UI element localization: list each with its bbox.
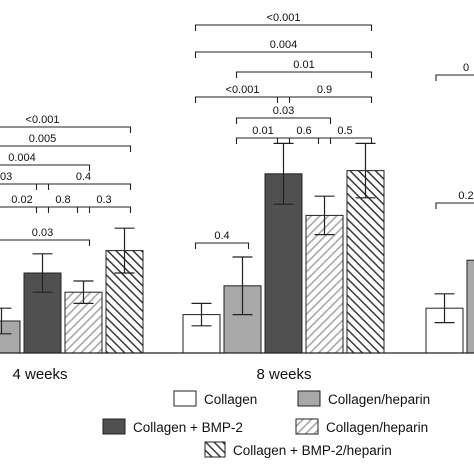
legend-swatch-1 [173,390,197,407]
significance-bracket-3 [0,164,91,171]
p-value-label-13: <0.001 [226,84,260,96]
error-bar-4-group-2 [314,195,335,236]
error-bar-2-group-2 [232,256,253,316]
significance-bracket-8 [76,206,132,213]
significance-bracket-10 [194,24,373,31]
significance-bracket-1 [0,126,132,133]
legend-swatch-3 [102,418,126,435]
group-label-1: 4 weeks [12,366,67,383]
significance-bracket-14 [276,96,373,103]
legend-swatch-4 [295,418,319,435]
p-value-label-9: 0.03 [32,227,53,239]
significance-bracket-15 [235,117,332,124]
bar-4-group-2 [305,214,344,354]
significance-bracket-17 [276,137,332,144]
legend-swatch-5 [204,441,226,458]
p-value-label-15: 0.03 [273,105,294,117]
p-value-label-19: 0.4 [214,230,229,242]
significance-bracket-20 [435,202,474,209]
p-value-label-17: 0.6 [296,125,311,137]
significance-bracket-19 [194,242,250,249]
group-label-2: 8 weeks [256,366,311,383]
error-bar-2-group-1 [0,307,12,335]
significance-bracket-6 [0,206,50,213]
bar-2-group-1 [0,320,21,354]
significance-bracket-9 [0,239,91,246]
significance-bracket-18 [317,137,373,144]
significance-bracket-4 [0,183,50,190]
p-value-label-20: 0.2 [458,190,473,202]
significance-bracket-12 [235,71,373,78]
significance-bracket-7 [35,206,91,213]
p-value-label-16: 0.01 [252,125,273,137]
p-value-label-1: <0.001 [26,114,60,126]
error-bar-1-group-2 [191,302,212,327]
significance-bracket-5 [35,183,132,190]
legend-label-1: Collagen [204,392,257,407]
error-bar-3-group-1 [32,253,53,293]
p-value-label-5: 0.4 [76,171,91,183]
p-value-label-7: 0.8 [55,194,70,206]
p-value-label-6: 0.02 [11,194,32,206]
legend-label-2: Collagen/heparin [328,392,430,407]
error-bar-1-group-3 [434,293,455,324]
p-value-label-2: 0.005 [29,133,57,145]
legend-label-4: Collagen/heparin [326,420,428,435]
legend-label-3: Collagen + BMP-2 [133,420,243,435]
significance-bracket-2 [0,145,132,152]
p-value-label-11: 0.004 [270,39,298,51]
legend-swatch-2 [297,390,321,407]
p-value-label-3: 0.004 [8,152,36,164]
error-bar-5-group-2 [355,142,376,199]
p-value-label-10: <0.001 [267,12,301,24]
significance-bracket-16 [235,137,291,144]
significance-bracket-11 [194,51,373,58]
error-bar-4-group-1 [73,280,94,304]
p-value-label-21: 0 [463,62,469,74]
p-value-label-8: 0.3 [96,194,111,206]
significance-bracket-13 [194,96,291,103]
p-value-label-18: 0.5 [337,125,352,137]
bar-2-group-3 [466,259,474,354]
error-bar-3-group-2 [273,142,294,205]
p-value-label-4: 0.03 [0,171,12,183]
error-bar-5-group-1 [114,227,135,274]
bar-5-group-2 [346,170,385,354]
legend-label-5: Collagen + BMP-2/heparin [233,443,392,458]
p-value-label-14: 0.9 [317,84,332,96]
p-value-label-12: 0.01 [293,59,314,71]
significance-bracket-21 [435,74,474,81]
